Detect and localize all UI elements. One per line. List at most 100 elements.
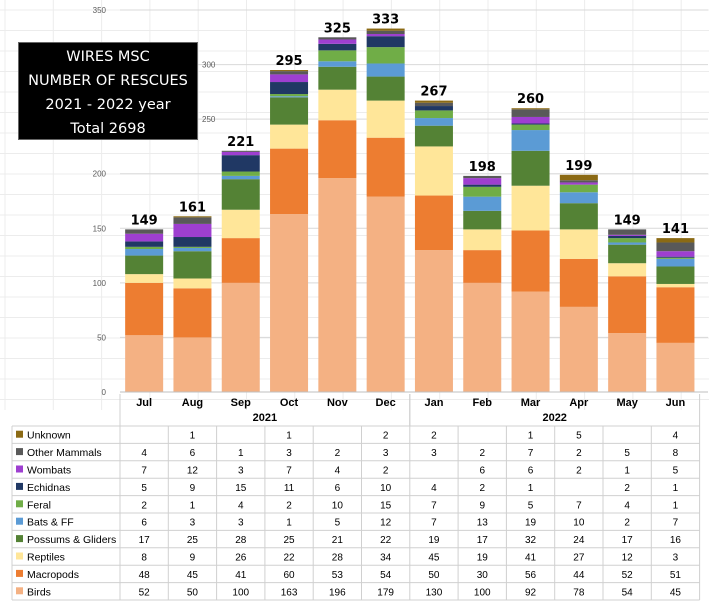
bar-segment-birds [318, 178, 357, 392]
x-tick-label: Oct [280, 397, 299, 409]
table-cell: 15 [380, 500, 392, 511]
year-label: 2021 [253, 412, 277, 424]
table-cell: 45 [670, 587, 682, 598]
table-cell: 2 [624, 518, 630, 529]
bar-segment-unknown [559, 174, 598, 181]
total-label: 141 [662, 222, 689, 237]
bar-segment-birds [270, 214, 309, 392]
table-cell: 5 [141, 483, 147, 494]
bar-segment-possums-gliders [511, 150, 550, 186]
legend-label: Other Mammals [27, 447, 102, 459]
bar-segment-birds [414, 250, 453, 392]
bar-segment-macropods [511, 230, 550, 292]
bar-segment-reptiles [656, 283, 695, 288]
table-cell: 12 [380, 518, 392, 529]
bar-segment-unknown [414, 100, 453, 103]
legend-label: Reptiles [27, 552, 65, 564]
bar-segment-unknown [270, 70, 309, 72]
bar-segment-possums-gliders [125, 255, 164, 275]
bar-segment-feral [125, 246, 164, 250]
table-cell: 27 [573, 553, 585, 564]
bar-segment-other-mammals [125, 229, 164, 234]
bar-segment-bats-ff [656, 258, 695, 267]
total-label: 295 [275, 54, 302, 69]
table-cell: 9 [190, 483, 196, 494]
bar-segment-other-mammals [366, 30, 405, 35]
table-cell: 2 [335, 448, 341, 459]
bar-segment-feral [463, 186, 502, 197]
bar-segment-feral [608, 238, 647, 243]
table-cell: 30 [477, 570, 489, 581]
table-cell: 34 [380, 553, 392, 564]
chart-title-box: WIRES MSC NUMBER OF RESCUES 2021 - 2022 … [18, 42, 198, 140]
bar-segment-bats-ff [173, 247, 212, 252]
legend-swatch [16, 465, 23, 473]
table-cell: 1 [286, 518, 292, 529]
table-cell: 4 [673, 431, 679, 442]
table-cell: 2 [624, 483, 630, 494]
bar-segment-reptiles [270, 124, 309, 149]
bar-segment-other-mammals [463, 175, 502, 179]
table-cell: 7 [286, 466, 292, 477]
bar-segment-bats-ff [221, 175, 260, 180]
total-label: 325 [324, 21, 351, 36]
table-cell: 44 [573, 570, 585, 581]
table-cell: 6 [141, 518, 147, 529]
bar-segment-macropods [366, 137, 405, 197]
bar-segment-reptiles [173, 278, 212, 289]
x-tick-label: Apr [569, 397, 589, 409]
table-cell: 1 [286, 431, 292, 442]
table-cell: 19 [525, 518, 537, 529]
x-tick-label: Sep [231, 397, 251, 409]
table-cell: 10 [380, 483, 392, 494]
bar-segment-reptiles [366, 100, 405, 138]
table-cell: 5 [673, 466, 679, 477]
table-cell: 16 [670, 535, 682, 546]
bar-segment-possums-gliders [656, 266, 695, 284]
legend-label: Echidnas [27, 482, 70, 494]
table-cell: 2 [576, 466, 582, 477]
legend-swatch [16, 569, 23, 577]
bar-segment-wombats [608, 234, 647, 236]
bar-segment-wombats [366, 34, 405, 37]
x-tick-label: Mar [521, 397, 541, 409]
table-cell: 25 [187, 535, 199, 546]
bar-segment-reptiles [559, 229, 598, 259]
table-cell: 7 [431, 518, 437, 529]
total-label: 267 [420, 85, 447, 100]
x-tick-label: Jun [666, 397, 686, 409]
bar-segment-macropods [173, 288, 212, 338]
bar-segment-bats-ff [270, 96, 309, 98]
table-cell: 7 [431, 500, 437, 511]
x-tick-label: May [616, 397, 638, 409]
bar-segment-birds [173, 337, 212, 392]
table-cell: 4 [141, 448, 147, 459]
table-cell: 2 [431, 431, 437, 442]
legend-swatch [16, 517, 23, 525]
bar-segment-reptiles [463, 229, 502, 251]
table-cell: 3 [238, 518, 244, 529]
table-cell: 4 [238, 500, 244, 511]
table-cell: 6 [335, 483, 341, 494]
table-cell: 24 [573, 535, 585, 546]
bar-segment-echidnas [270, 82, 309, 95]
table-cell: 130 [426, 587, 443, 598]
table-cell: 54 [622, 587, 634, 598]
legend-swatch [16, 500, 23, 508]
bar-segment-reptiles [221, 209, 260, 239]
y-tick-label: 150 [93, 224, 107, 233]
y-tick-label: 250 [202, 115, 216, 124]
table-cell: 3 [238, 466, 244, 477]
bar-segment-possums-gliders [366, 76, 405, 101]
bar-segment-wombats [221, 151, 260, 156]
table-cell: 41 [235, 570, 247, 581]
bar-segment-bats-ff [414, 118, 453, 126]
bar-segment-echidnas [511, 123, 550, 125]
total-label: 149 [131, 213, 158, 228]
y-tick-label: 0 [102, 388, 107, 397]
bar-segment-reptiles [414, 146, 453, 196]
table-cell: 52 [139, 587, 151, 598]
bar-segment-echidnas [173, 237, 212, 247]
bar-segment-macropods [318, 120, 357, 179]
legend-swatch [16, 482, 23, 490]
